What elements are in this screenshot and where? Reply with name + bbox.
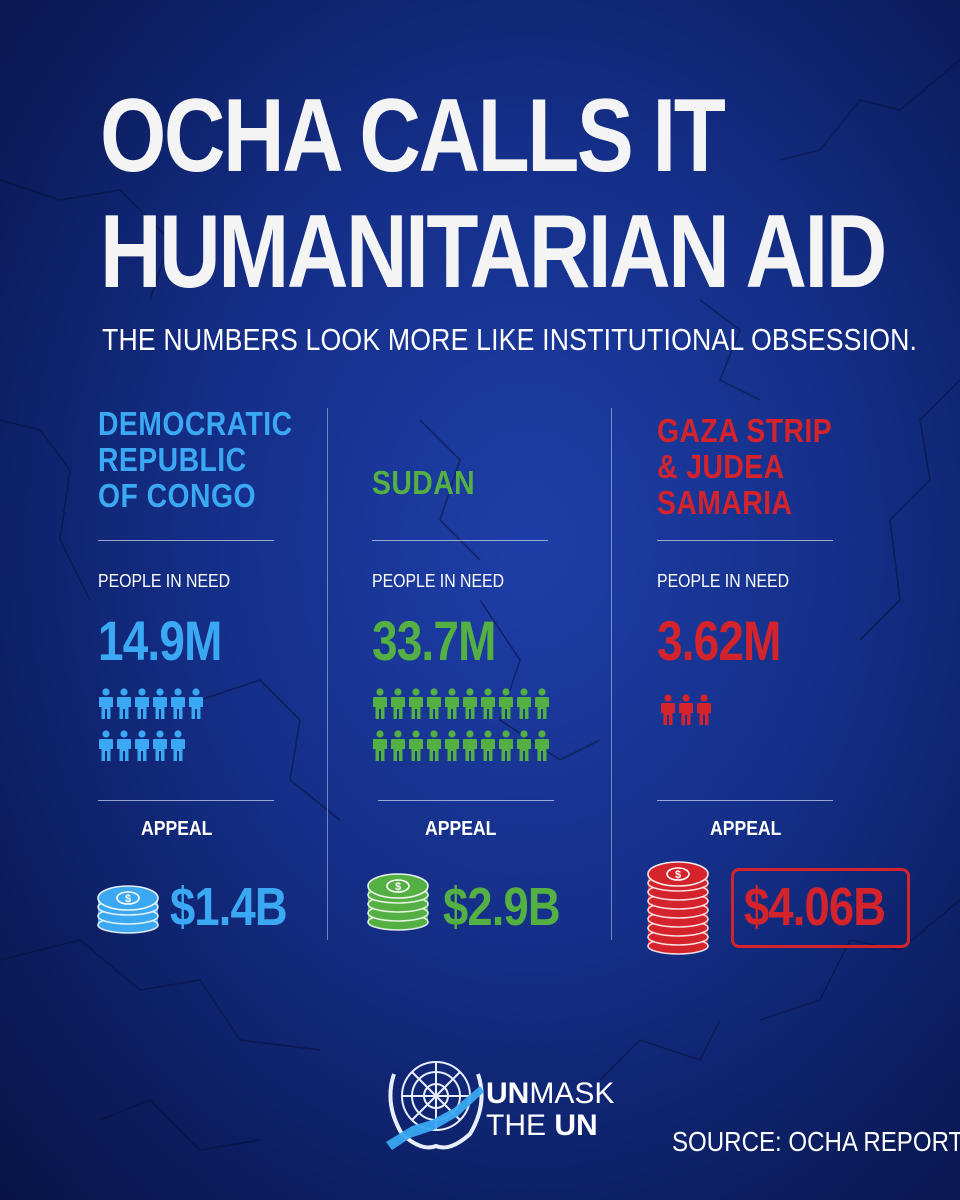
section-rule — [98, 800, 274, 801]
column-divider — [327, 408, 328, 940]
appeal-label: APPEAL — [141, 818, 213, 840]
person-icon — [445, 730, 459, 761]
appeal-amount: $1.4B — [170, 877, 288, 937]
brand-line-2: THE UN — [486, 1110, 598, 1142]
source-credit: SOURCE: OCHA REPORTS — [672, 1126, 960, 1157]
people-in-need-label: PEOPLE IN NEED — [657, 571, 790, 591]
coin-stack-icon: $ — [646, 856, 710, 963]
person-icon — [391, 730, 405, 761]
section-rule — [98, 540, 274, 541]
svg-text:$: $ — [125, 893, 131, 905]
person-icon — [499, 688, 513, 719]
people-in-need-label: PEOPLE IN NEED — [98, 571, 231, 591]
region-name-line: REPUBLIC — [98, 441, 247, 478]
person-icon — [445, 688, 459, 719]
appeal-label: APPEAL — [710, 818, 782, 840]
svg-text:$: $ — [395, 881, 401, 893]
person-icon — [153, 688, 167, 719]
people-icon-grid — [98, 688, 206, 772]
region-name: DEMOCRATIC REPUBLIC OF CONGO — [98, 406, 293, 514]
column-divider — [611, 408, 612, 940]
region-name-line: GAZA STRIP — [657, 412, 833, 449]
person-icon — [99, 730, 113, 761]
appeal-amount: $4.06B — [744, 877, 886, 937]
person-icon — [409, 688, 423, 719]
section-rule — [657, 540, 833, 541]
person-icon — [697, 694, 711, 725]
brand-un-bold: UN — [554, 1109, 598, 1142]
subtitle: THE NUMBERS LOOK MORE LIKE INSTITUTIONAL… — [102, 322, 918, 357]
people-in-need-value: 33.7M — [372, 609, 496, 672]
region-name-line: & JUDEA — [657, 448, 785, 485]
section-rule — [372, 540, 548, 541]
brand-un-bold: UN — [486, 1077, 530, 1110]
people-in-need-label: PEOPLE IN NEED — [372, 571, 505, 591]
person-icon — [481, 730, 495, 761]
person-icon — [409, 730, 423, 761]
coin-stack-icon: $ — [96, 880, 160, 942]
people-in-need-value: 14.9M — [98, 609, 222, 672]
person-icon — [535, 688, 549, 719]
person-icon — [117, 730, 131, 761]
appeal-label: APPEAL — [425, 818, 497, 840]
person-icon — [153, 730, 167, 761]
person-icon — [117, 688, 131, 719]
person-icon — [427, 730, 441, 761]
person-icon — [373, 730, 387, 761]
people-icon-grid — [660, 694, 714, 736]
brand-mask: MASK — [529, 1077, 615, 1110]
person-icon — [373, 688, 387, 719]
people-in-need-value: 3.62M — [657, 609, 781, 672]
person-icon — [463, 730, 477, 761]
headline-line-1: OCHA CALLS IT — [100, 78, 726, 194]
person-icon — [391, 688, 405, 719]
person-icon — [679, 694, 693, 725]
highlight-box — [731, 868, 910, 948]
headline-line-2: HUMANITARIAN AID — [100, 194, 887, 310]
person-icon — [517, 730, 531, 761]
brand-the: THE — [486, 1109, 555, 1142]
person-icon — [463, 688, 477, 719]
region-name: SUDAN — [372, 465, 475, 501]
person-icon — [481, 688, 495, 719]
coin-stack-icon: $ — [366, 868, 430, 939]
region-name: GAZA STRIP & JUDEA SAMARIA — [657, 413, 832, 521]
person-icon — [517, 688, 531, 719]
region-name-line: DEMOCRATIC — [98, 405, 293, 442]
appeal-amount: $2.9B — [443, 877, 561, 937]
person-icon — [171, 730, 185, 761]
person-icon — [535, 730, 549, 761]
person-icon — [499, 730, 513, 761]
brand-line-1: UNMASK — [486, 1078, 614, 1110]
svg-text:$: $ — [675, 869, 681, 881]
region-name-line: OF CONGO — [98, 477, 256, 514]
person-icon — [189, 688, 203, 719]
un-emblem-icon — [386, 1061, 484, 1150]
region-name-line: SUDAN — [372, 464, 476, 501]
person-icon — [99, 688, 113, 719]
person-icon — [427, 688, 441, 719]
section-rule — [378, 800, 554, 801]
person-icon — [661, 694, 675, 725]
people-icon-grid — [372, 688, 552, 772]
person-icon — [135, 688, 149, 719]
section-rule — [657, 800, 833, 801]
person-icon — [171, 688, 185, 719]
region-name-line: SAMARIA — [657, 484, 793, 521]
person-icon — [135, 730, 149, 761]
